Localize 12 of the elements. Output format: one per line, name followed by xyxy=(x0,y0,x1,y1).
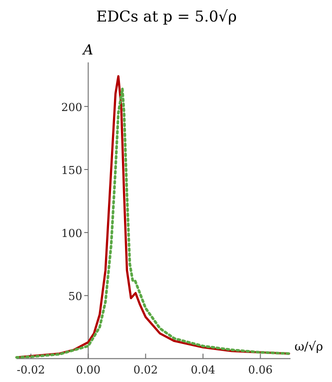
y-tick-label: 200 xyxy=(61,100,82,114)
y-axis-title: A xyxy=(81,42,94,58)
x-axis-title: ω/√ρ xyxy=(294,340,324,354)
y-tick-label: 150 xyxy=(61,164,82,177)
y-tick-label: 50 xyxy=(68,290,82,304)
chart-title: EDCs at p = 5.0√ρ xyxy=(96,8,237,26)
y-tick-label: 100 xyxy=(61,227,82,240)
x-tick-label: 0.00 xyxy=(76,364,100,377)
x-tick-label: 0.02 xyxy=(133,364,158,377)
x-tick-label: 0.06 xyxy=(248,364,273,377)
x-tick-label: -0.02 xyxy=(16,364,45,377)
x-tick-label: 0.04 xyxy=(190,364,216,377)
